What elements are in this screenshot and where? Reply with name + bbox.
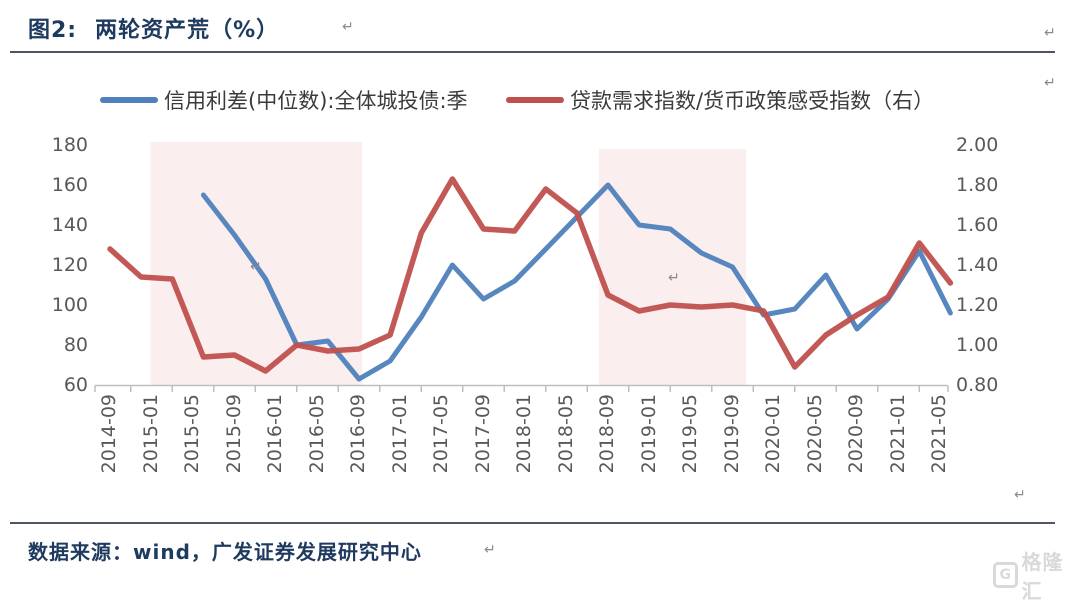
right-y-axis-label: 0.80 (956, 374, 999, 396)
x-axis-label: 2021-01 (886, 394, 909, 474)
x-axis-label: 2021-05 (928, 394, 950, 474)
paragraph-mark-icon: ↵ (1044, 25, 1056, 41)
footer-divider (10, 522, 1055, 524)
series-line-credit-spread (200, 182, 953, 382)
paragraph-mark-icon: ↵ (342, 19, 354, 35)
right-y-axis-label: 2.00 (956, 134, 999, 156)
legend-item-loan-demand-index: 贷款需求指数/货币政策感受指数（右） (506, 85, 934, 115)
gelonghui-logo-icon: G (993, 562, 1018, 588)
legend-swatch-blue-line (100, 97, 158, 103)
source-text: wind，广发证券发展研究中心 (133, 540, 422, 564)
page-title: 图2: 两轮资产荒（%） (28, 12, 279, 44)
right-y-axis-label: 1.40 (956, 254, 999, 276)
legend-label: 信用利差(中位数):全体城投债:季 (164, 89, 468, 113)
x-axis-label: 2014-09 (98, 394, 120, 474)
paragraph-mark-icon: ↵ (1014, 487, 1026, 503)
paragraph-mark-icon: ↵ (484, 542, 496, 558)
right-y-axis-label: 1.00 (956, 334, 999, 356)
figure-label: 图2: (28, 18, 78, 43)
left-y-axis-label: 160 (51, 174, 88, 196)
x-axis-label: 2020-09 (845, 394, 867, 474)
left-y-axis-label: 60 (63, 374, 88, 396)
x-axis-label: 2020-05 (803, 394, 826, 474)
x-axis-label: 2017-09 (471, 394, 494, 474)
right-y-axis-label: 1.80 (956, 174, 999, 196)
highlight-region-2 (598, 149, 746, 385)
paragraph-mark-icon: ↵ (668, 270, 680, 286)
x-axis-label: 2015-09 (222, 394, 245, 474)
x-axis-label: 2019-09 (720, 394, 743, 474)
left-y-axis-label: 120 (51, 254, 88, 276)
source-prefix: 数据来源： (28, 540, 133, 564)
x-axis-label: 2018-09 (596, 394, 618, 474)
paragraph-mark-icon: ↵ (250, 259, 262, 275)
x-axis-label: 2018-01 (513, 394, 535, 474)
x-axis-label: 2016-01 (264, 394, 286, 474)
legend-item-credit-spread: 信用利差(中位数):全体城投债:季 (100, 85, 468, 115)
x-axis-label: 2020-01 (762, 394, 784, 474)
legend-label: 贷款需求指数/货币政策感受指数（右） (570, 89, 935, 113)
right-y-axis-label: 1.20 (956, 294, 999, 316)
x-axis-label: 2016-09 (347, 394, 369, 474)
legend-swatch-red-line (506, 97, 564, 103)
x-axis-label: 2016-05 (305, 394, 328, 474)
data-source-note: 数据来源：wind，广发证券发展研究中心 (28, 536, 422, 565)
left-y-axis-label: 80 (63, 334, 88, 356)
left-y-axis-label: 180 (51, 134, 88, 156)
gelonghui-logo-text: 格隆汇 (1021, 550, 1064, 603)
left-y-axis-label: 140 (51, 214, 88, 236)
gelonghui-logo: G 格隆汇 (993, 546, 1080, 604)
header-divider (10, 51, 1055, 53)
x-axis-label: 2019-01 (637, 394, 660, 474)
x-axis-label: 2017-05 (430, 394, 452, 474)
right-y-axis-label: 1.60 (956, 214, 999, 236)
paragraph-mark-icon: ↵ (1044, 75, 1056, 91)
x-axis-label: 2019-05 (679, 394, 701, 474)
left-y-axis-label: 100 (51, 294, 88, 316)
x-axis-label: 2017-01 (388, 394, 411, 474)
figure-title-text: 两轮资产荒（%） (95, 18, 280, 43)
x-axis-label: 2018-05 (554, 394, 577, 474)
series-line-loan-demand-index (107, 176, 954, 374)
x-axis-label: 2015-01 (139, 394, 162, 474)
line-chart: 180 160 140 120 100 80 60 2.00 1.80 1.60 1.40 1.20 1… (51, 134, 999, 474)
x-axis-label: 2015-05 (181, 394, 203, 474)
